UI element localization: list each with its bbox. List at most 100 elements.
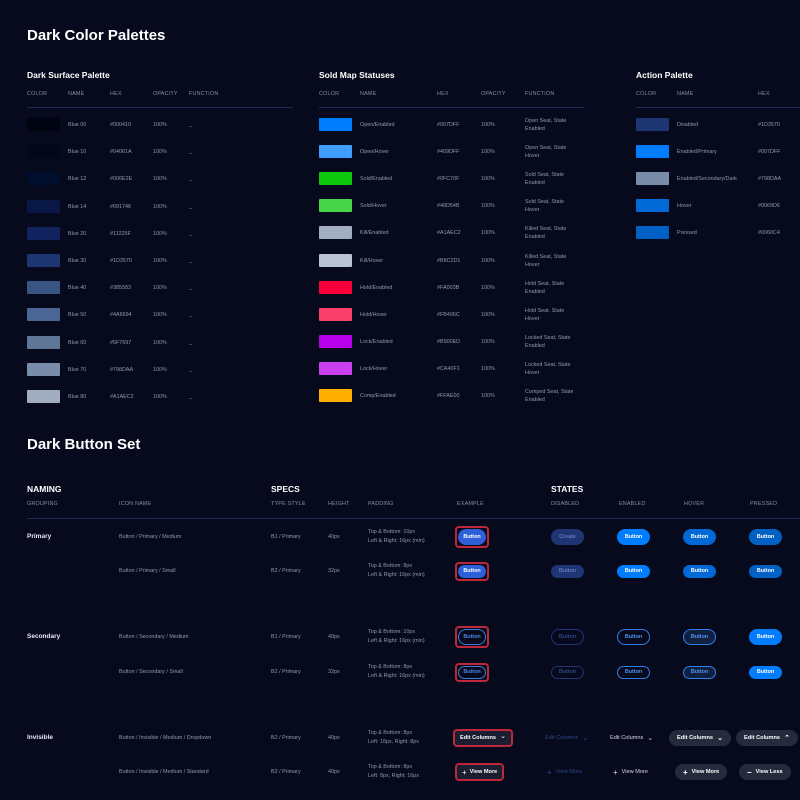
col-disabled: DISABLED (551, 501, 580, 507)
enabled-button[interactable]: + View More (613, 764, 648, 780)
swatch-function-line1: Sold Seat, State (525, 199, 564, 206)
col-padding: PADDING (368, 501, 394, 507)
swatch-opacity: 100% (481, 393, 495, 399)
pressed-button[interactable]: Button (749, 629, 782, 645)
action-col-name: NAME (677, 91, 694, 97)
swatch-hex: #FB406C (437, 311, 460, 318)
button-padding-line2: Left & Right: 16px (min) (368, 572, 425, 578)
example-button[interactable]: Button (458, 564, 486, 578)
button-height: 40px (328, 534, 340, 540)
page-title: Dark Color Palettes (27, 27, 166, 44)
color-swatch (319, 226, 352, 240)
button-label: Edit Columns (744, 735, 781, 741)
hover-button[interactable]: Edit Columns ⌄ (669, 730, 731, 746)
hover-button[interactable]: Button (683, 665, 716, 679)
swatch-opacity: 100% (153, 122, 167, 128)
col-example: EXAMPLE (457, 501, 484, 507)
pressed-button[interactable]: Button (749, 564, 782, 578)
enabled-button[interactable]: Button (617, 564, 650, 578)
example-button[interactable]: Edit Columns (460, 735, 497, 741)
hover-button[interactable]: Button (683, 529, 716, 545)
swatch-opacity: 100% (481, 284, 495, 291)
action-palette-title: Action Palette (636, 70, 693, 80)
color-swatch (27, 254, 60, 267)
color-swatch (319, 118, 352, 131)
swatch-hex: #48D54B (437, 203, 460, 210)
col-hover: HOVER (684, 501, 705, 507)
surface-palette-title: Dark Surface Palette (27, 70, 110, 80)
hover-button[interactable]: Button (683, 564, 716, 578)
surface-col-color: COLOR (27, 91, 48, 97)
pressed-button[interactable]: Button (749, 529, 782, 545)
pressed-button[interactable]: − View Less (739, 764, 791, 780)
enabled-button[interactable]: Button (617, 529, 650, 545)
button-padding-line1: Top & Bottom: 8px (368, 664, 413, 670)
enabled-button[interactable]: Button (617, 629, 650, 645)
hover-button[interactable]: Button (683, 629, 716, 645)
button-type-style: B1 / Primary (271, 534, 301, 540)
swatch-hex: #000E2E (110, 176, 133, 183)
hover-button[interactable]: + View More (675, 764, 728, 780)
color-swatch (636, 145, 669, 159)
swatch-hex: #385583 (110, 285, 131, 292)
button-icon-name: Button / Invisible / Medium / Dropdown (119, 735, 212, 741)
swatch-function-line2: Hover (525, 261, 540, 268)
button-icon-name: Button / Secondary / Small (119, 669, 183, 675)
example-button[interactable]: Button (458, 665, 486, 679)
pressed-button[interactable]: Button (749, 665, 782, 679)
swatch-hex: #5F7697 (110, 339, 132, 346)
color-swatch (27, 172, 60, 186)
disabled-button[interactable]: Create (551, 529, 584, 545)
swatch-name: Blue 80 (68, 394, 87, 400)
swatch-function-line1: Hold Seat, State (525, 307, 565, 314)
button-padding-line1: Top & Bottom: 8px (368, 764, 413, 770)
chevron-down-icon: ⌄ (500, 733, 506, 740)
button-padding-line2: Left & Right: 16px (min) (368, 538, 425, 544)
swatch-hex: #0FC70F (437, 176, 460, 183)
color-swatch (319, 253, 352, 267)
example-button[interactable]: Button (458, 629, 486, 645)
swatch-function: _ (189, 122, 192, 128)
swatch-opacity: 100% (481, 122, 495, 128)
disabled-button[interactable]: Edit Columns ⌄ (545, 730, 588, 746)
button-padding-line2: Left & Right: 16px (min) (368, 673, 425, 679)
swatch-function-line1: Comped Seat, State (525, 389, 574, 395)
swatch-hex: #0060C4 (758, 230, 780, 237)
enabled-button[interactable]: Button (617, 665, 650, 679)
color-swatch (27, 362, 60, 376)
swatch-function: _ (189, 176, 192, 183)
disabled-button[interactable]: Button (551, 564, 584, 578)
swatch-hex: #1D3570 (758, 122, 780, 128)
example-button[interactable]: View More (469, 769, 498, 775)
button-height: 40px (328, 769, 340, 775)
example-button[interactable]: Button (458, 529, 486, 545)
swatch-function: _ (189, 366, 192, 373)
plus-icon: + (613, 767, 618, 777)
swatch-hex: #A1AEC2 (437, 230, 461, 237)
enabled-button[interactable]: Edit Columns ⌄ (610, 730, 653, 746)
pressed-button[interactable]: Edit Columns ⌃ (736, 730, 798, 746)
swatch-opacity: 100% (481, 149, 495, 156)
disabled-button[interactable]: Button (551, 629, 584, 645)
color-swatch (27, 118, 60, 131)
swatch-name: Enabled/Secondary/Dark (677, 176, 737, 183)
example-highlight: Button (455, 626, 489, 648)
example-highlight: Button (455, 662, 489, 682)
button-height: 40px (328, 634, 340, 640)
color-swatch (319, 361, 352, 375)
swatch-opacity: 100% (481, 338, 495, 345)
swatch-name: Hold/Enabled (360, 284, 393, 291)
swatch-function-line2: Hover (525, 369, 540, 376)
disabled-button[interactable]: + View More (547, 764, 582, 780)
action-col-hex: HEX (758, 91, 770, 97)
col-pressed: PRESSED (750, 501, 778, 507)
button-type-style: B2 / Primary (271, 568, 301, 574)
button-padding-line2: Left: 8px, Right: 16px (368, 773, 419, 779)
color-swatch (636, 226, 669, 240)
swatch-function: _ (189, 312, 192, 319)
disabled-button[interactable]: Button (551, 665, 584, 679)
swatch-hex: #007DFF (758, 149, 781, 156)
minus-icon: − (747, 767, 752, 777)
color-swatch (636, 172, 669, 186)
swatch-opacity: 100% (153, 285, 167, 292)
